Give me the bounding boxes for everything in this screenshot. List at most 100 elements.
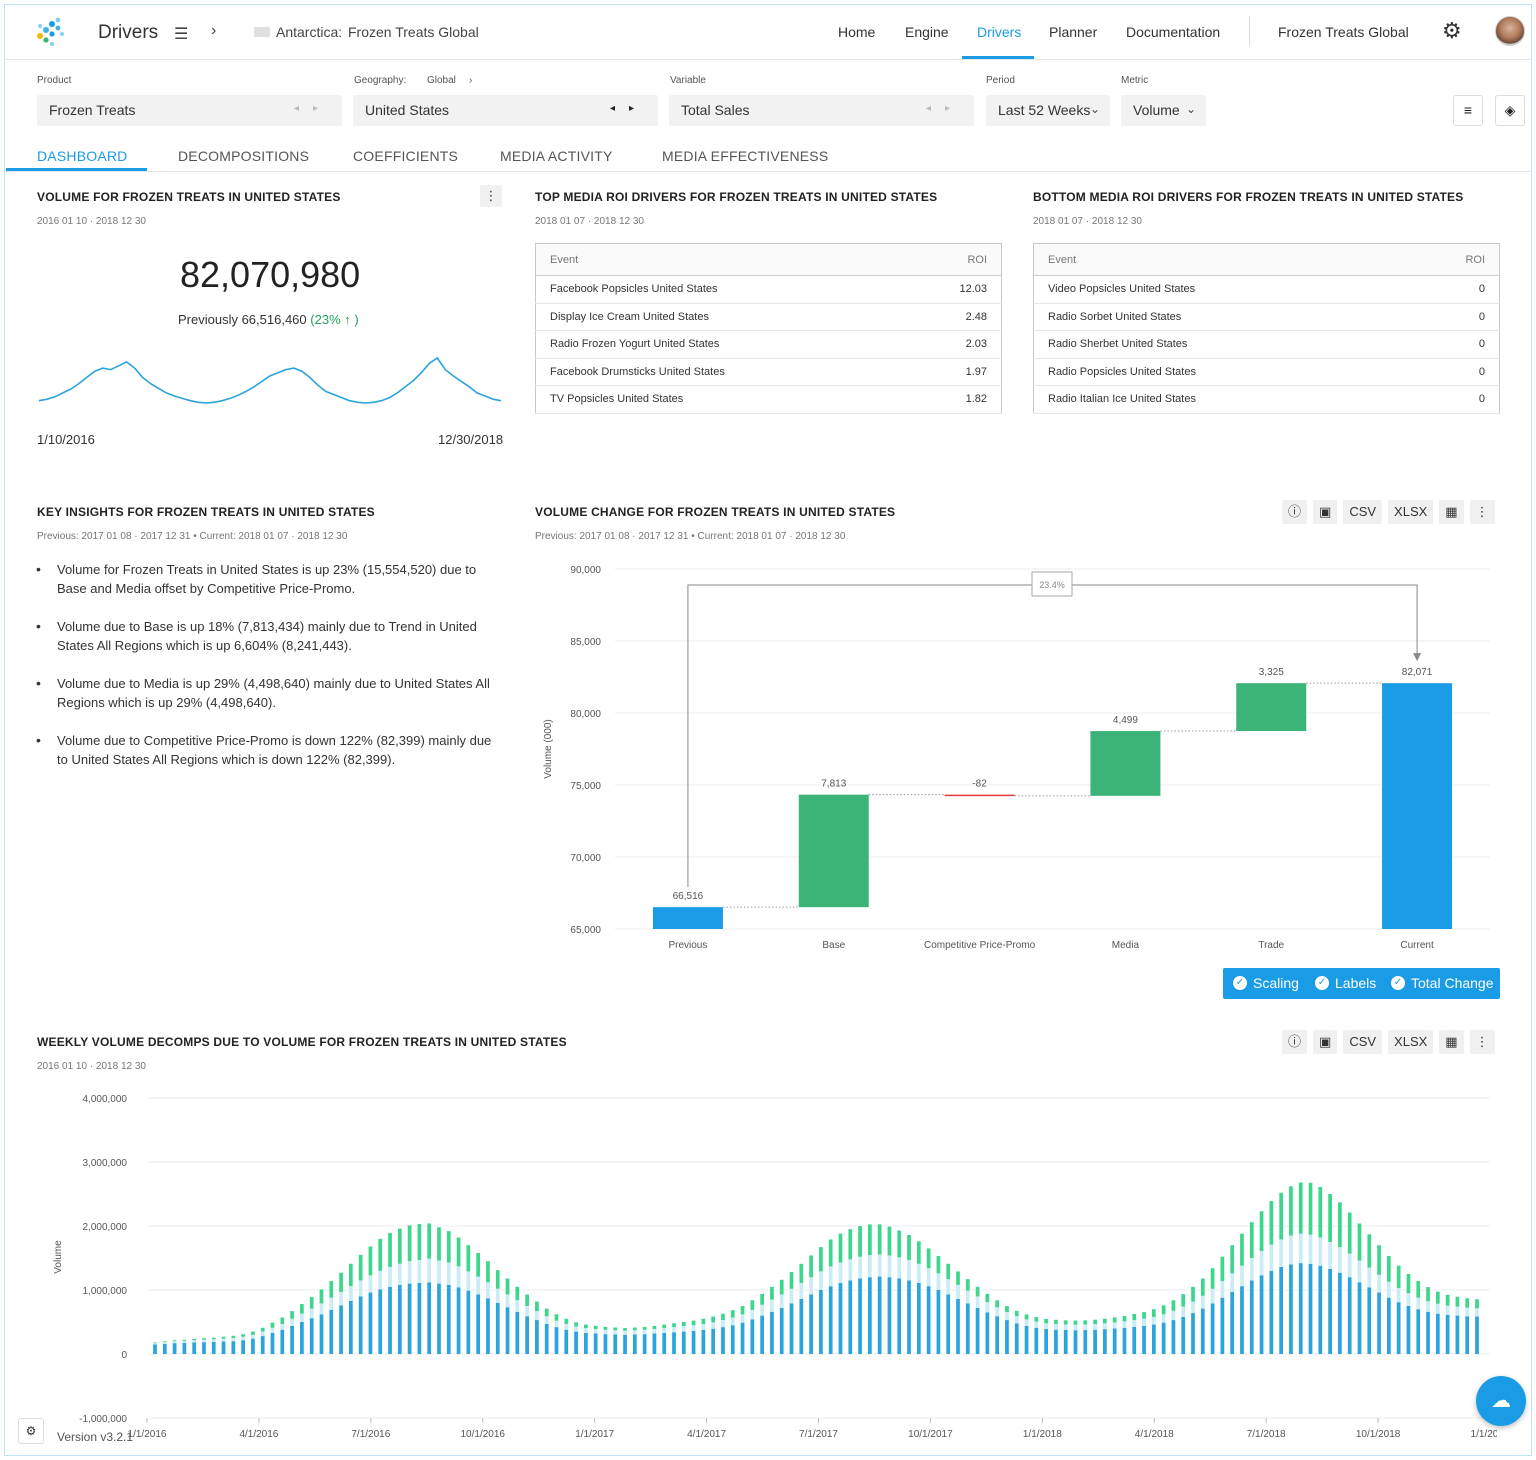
nav-documentation[interactable]: Documentation [1126,24,1221,40]
base-bar[interactable] [319,1314,324,1354]
base-bar[interactable] [202,1342,206,1354]
other-bar[interactable] [251,1331,255,1335]
other-bar[interactable] [838,1233,843,1263]
other-bar[interactable] [740,1306,745,1315]
other-bar[interactable] [466,1245,471,1272]
other-bar[interactable] [1308,1182,1313,1235]
media-bar[interactable] [437,1260,441,1284]
other-bar[interactable] [1230,1245,1235,1274]
media-bar[interactable] [1034,1321,1039,1328]
other-bar[interactable] [603,1326,608,1330]
other-bar[interactable] [946,1263,951,1280]
media-bar[interactable] [505,1294,510,1308]
media-bar[interactable] [652,1329,657,1334]
media-bar[interactable] [1367,1267,1372,1288]
base-bar[interactable] [397,1284,402,1354]
other-bar[interactable] [1240,1233,1244,1266]
media-bar[interactable] [348,1286,353,1301]
media-bar[interactable] [770,1299,774,1312]
settings-cogs-icon[interactable]: ⚙ [18,1418,44,1444]
base-bar[interactable] [300,1322,304,1354]
base-bar[interactable] [828,1286,833,1354]
base-bar[interactable] [1191,1313,1195,1354]
other-bar[interactable] [1416,1281,1421,1298]
table-row[interactable]: Facebook Drumsticks United States 1.97 [535,358,1002,386]
media-bar[interactable] [672,1327,676,1333]
media-bar[interactable] [809,1277,813,1295]
other-bar[interactable] [1220,1256,1225,1282]
media-bar[interactable] [701,1323,706,1330]
media-bar[interactable] [535,1311,539,1321]
base-bar[interactable] [1426,1311,1430,1354]
media-bar[interactable] [1298,1233,1303,1264]
media-bar[interactable] [241,1336,245,1341]
base-bar[interactable] [867,1277,872,1354]
base-bar[interactable] [505,1307,510,1354]
media-bar[interactable] [632,1330,637,1335]
other-bar[interactable] [956,1271,960,1285]
other-bar[interactable] [1445,1294,1450,1306]
other-bar[interactable] [711,1316,716,1323]
other-bar[interactable] [270,1322,275,1328]
other-bar[interactable] [877,1224,882,1255]
media-bar[interactable] [397,1263,402,1285]
other-bar[interactable] [1347,1212,1352,1254]
other-bar[interactable] [858,1226,862,1257]
avatar[interactable] [1495,16,1525,46]
base-bar[interactable] [1465,1316,1470,1354]
tab-coefficients[interactable]: COEFFICIENTS [353,148,459,164]
other-bar[interactable] [1073,1320,1078,1325]
other-bar[interactable] [329,1281,334,1298]
base-bar[interactable] [1406,1306,1411,1354]
base-bar[interactable] [770,1311,774,1354]
other-bar[interactable] [897,1230,902,1258]
media-bar[interactable] [1191,1301,1195,1314]
other-bar[interactable] [789,1272,794,1289]
other-bar[interactable] [192,1338,197,1341]
other-bar[interactable] [1132,1314,1137,1321]
tab-dashboard[interactable]: DASHBOARD [37,148,128,164]
base-bar[interactable] [1073,1330,1078,1354]
other-bar[interactable] [476,1252,481,1277]
info-icon[interactable]: ⓘ [1282,1030,1308,1054]
media-bar[interactable] [1103,1323,1107,1330]
base-bar[interactable] [1475,1316,1479,1354]
other-bar[interactable] [613,1327,618,1331]
other-bar[interactable] [339,1272,343,1292]
media-bar[interactable] [1083,1324,1088,1331]
media-bar[interactable] [290,1318,294,1326]
image-icon[interactable]: ▣ [1313,500,1338,524]
media-bar[interactable] [192,1340,197,1343]
waterfall-bar[interactable] [1090,731,1161,796]
base-bar[interactable] [701,1330,706,1354]
media-bar[interactable] [1406,1293,1411,1306]
media-bar[interactable] [887,1255,892,1278]
base-bar[interactable] [1014,1323,1019,1354]
media-bar[interactable] [819,1271,823,1290]
base-bar[interactable] [417,1282,422,1354]
other-bar[interactable] [1200,1278,1205,1296]
base-bar[interactable] [1308,1263,1313,1354]
other-bar[interactable] [1093,1319,1097,1325]
col-event-header[interactable]: Event [535,243,901,276]
base-bar[interactable] [1367,1287,1372,1354]
table-row[interactable]: Radio Italian Ice United States 0 [1033,385,1500,414]
other-bar[interactable] [574,1322,578,1327]
media-bar[interactable] [907,1259,911,1281]
other-bar[interactable] [584,1324,588,1329]
media-bar[interactable] [1475,1308,1479,1317]
media-bar[interactable] [1151,1316,1156,1325]
base-bar[interactable] [848,1280,853,1354]
media-bar[interactable] [427,1258,432,1283]
other-bar[interactable] [1063,1320,1068,1325]
media-bar[interactable] [309,1308,314,1319]
other-bar[interactable] [867,1224,872,1256]
media-bar[interactable] [681,1326,686,1332]
media-bar[interactable] [1328,1242,1332,1269]
base-bar[interactable] [211,1341,216,1354]
media-bar[interactable] [182,1340,187,1343]
media-bar[interactable] [897,1257,902,1279]
media-bar[interactable] [623,1330,627,1335]
base-bar[interactable] [456,1287,461,1354]
base-bar[interactable] [1005,1320,1009,1354]
